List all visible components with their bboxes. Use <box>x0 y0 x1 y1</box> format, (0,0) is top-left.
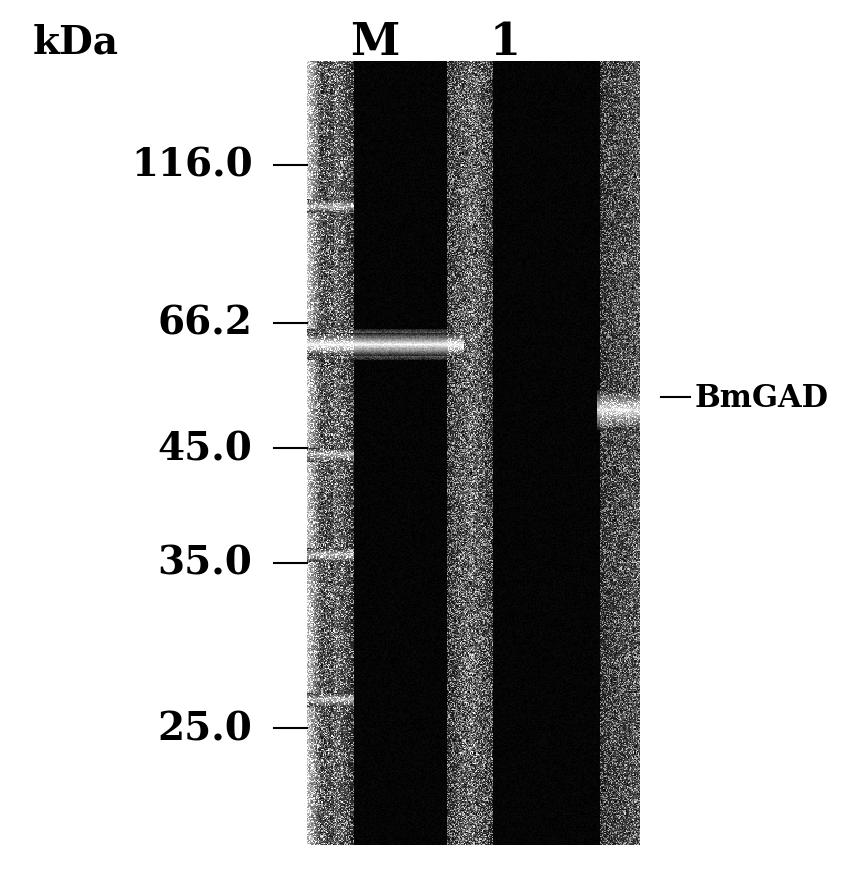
Text: 45.0: 45.0 <box>157 430 253 468</box>
Text: 35.0: 35.0 <box>157 544 253 582</box>
Text: 1: 1 <box>490 21 520 64</box>
Text: M: M <box>350 21 399 64</box>
Text: 116.0: 116.0 <box>131 147 253 184</box>
Text: kDa: kDa <box>33 24 119 62</box>
Text: 25.0: 25.0 <box>157 710 253 747</box>
Text: BmGAD: BmGAD <box>695 383 829 413</box>
Text: 66.2: 66.2 <box>157 305 253 342</box>
